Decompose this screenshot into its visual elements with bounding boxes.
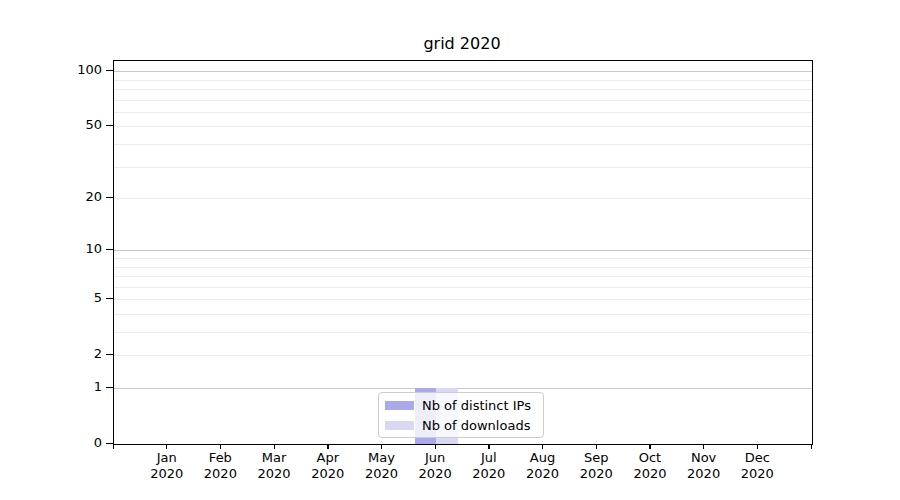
legend-label-downloads: Nb of downloads <box>422 417 530 434</box>
x-tick-mark <box>381 444 382 449</box>
x-tick-mark <box>435 444 436 449</box>
legend-item-downloads: Nb of downloads <box>385 417 543 434</box>
x-tick-mark <box>757 444 758 449</box>
x-tick-mark <box>596 444 597 449</box>
legend-item-distinct-ips: Nb of distinct IPs <box>385 397 543 414</box>
legend-label-distinct-ips: Nb of distinct IPs <box>422 397 531 414</box>
x-tick-mark <box>703 444 704 449</box>
x-tick-mark-edge <box>811 444 812 449</box>
figure: grid 2020 0125102050100 Jan 2020Feb 2020… <box>0 0 900 500</box>
x-tick-mark <box>649 444 650 449</box>
x-tick-mark <box>327 444 328 449</box>
x-tick-mark <box>220 444 221 449</box>
x-tick-label: Dec 2020 <box>725 450 789 481</box>
legend: Nb of distinct IPs Nb of downloads <box>378 392 544 438</box>
legend-swatch-downloads <box>385 421 414 430</box>
legend-swatch-distinct-ips <box>385 401 414 410</box>
x-tick-mark <box>274 444 275 449</box>
x-tick-mark-edge <box>113 444 114 449</box>
x-tick-mark <box>166 444 167 449</box>
x-tick-mark <box>542 444 543 449</box>
x-tick-mark <box>488 444 489 449</box>
